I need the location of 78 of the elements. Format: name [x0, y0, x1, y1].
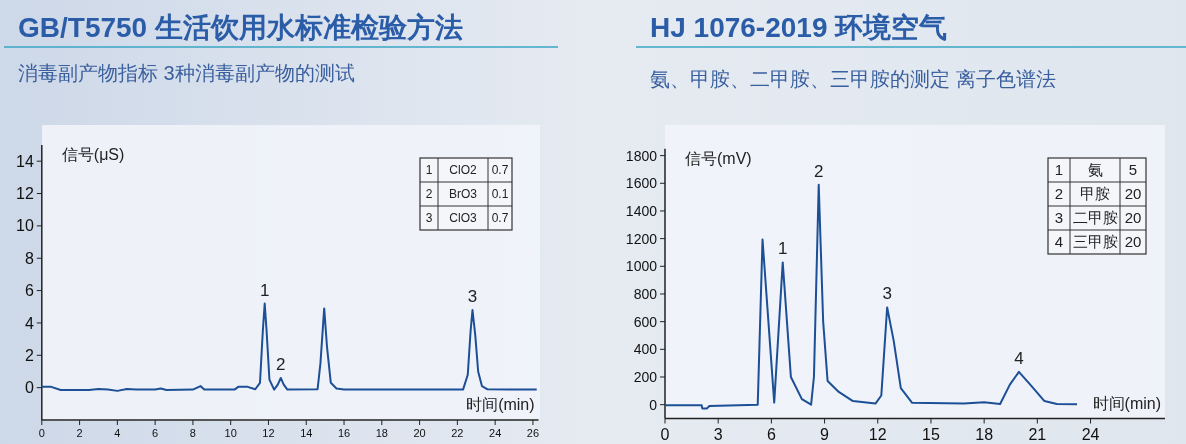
chart-title: GB/T5750 生活饮用水标准检验方法: [18, 12, 463, 43]
chart-title: HJ 1076-2019 环境空气: [650, 12, 948, 43]
annotation: 3: [467, 287, 478, 306]
y-tick-label: 1200: [625, 230, 658, 247]
x-tick-label: 0: [660, 425, 670, 443]
annotation: 5: [1128, 161, 1138, 179]
y-tick-label: 12: [16, 185, 34, 203]
y-tick-label: 10: [16, 217, 34, 235]
x-tick-label: 18: [375, 427, 388, 439]
annotation: 4: [1054, 233, 1064, 251]
x-tick-label: 22: [451, 427, 464, 439]
annotation: 2: [1054, 185, 1064, 203]
x-tick-label: 10: [224, 427, 237, 439]
annotation: 4: [1014, 348, 1024, 368]
y-tick-label: 0: [24, 379, 34, 397]
y-axis-title: 信号(mV): [685, 149, 752, 167]
annotation: 三甲胺: [1072, 233, 1118, 251]
x-tick-label: 2: [76, 427, 83, 439]
annotation: 2: [425, 187, 433, 202]
annotation: 3: [882, 284, 892, 304]
annotation: 甲胺: [1080, 185, 1110, 203]
annotation: 1: [425, 163, 433, 178]
x-tick-label: 20: [413, 427, 426, 439]
y-tick-label: 8: [24, 249, 34, 267]
y-tick-label: 2: [24, 346, 34, 364]
annotation: 氨: [1087, 161, 1103, 179]
y-tick-label: 600: [633, 313, 658, 330]
x-tick-label: 24: [1081, 425, 1100, 443]
annotation: 0.7: [491, 163, 509, 178]
x-axis-title: 时间(min): [1092, 394, 1161, 412]
y-tick-label: 14: [16, 152, 34, 170]
x-tick-label: 4: [114, 427, 121, 439]
x-tick-label: 18: [975, 425, 994, 443]
chart-subtitle: 氨、甲胺、二甲胺、三甲胺的测定 离子色谱法: [650, 68, 1056, 90]
annotation: 20: [1124, 209, 1142, 227]
line-series: [40, 302, 538, 392]
x-tick-label: 24: [489, 427, 502, 439]
y-tick-label: 6: [24, 282, 34, 300]
x-tick-label: 9: [820, 425, 830, 443]
x-tick-label: 15: [922, 425, 940, 443]
annotation: 1: [259, 280, 270, 300]
chart-subtitle: 消毒副产物指标 3种消毒副产物的测试: [18, 62, 355, 84]
annotation: 20: [1124, 185, 1142, 203]
x-tick-label: 12: [868, 425, 887, 443]
x-tick-label: 3: [713, 425, 723, 443]
annotation: 2: [813, 161, 824, 181]
x-tick-label: 12: [262, 427, 275, 439]
y-axis-title: 信号(μS): [61, 146, 125, 163]
annotation: 二甲胺: [1072, 209, 1118, 227]
annotation: 1: [1054, 161, 1064, 179]
x-tick-label: 14: [300, 427, 313, 439]
y-tick-label: 1000: [625, 258, 658, 275]
annotation: 3: [1054, 209, 1064, 227]
y-tick-label: 400: [633, 341, 658, 358]
x-tick-label: 21: [1028, 425, 1047, 443]
annotation: ClO2: [449, 163, 477, 178]
annotation: ClO3: [449, 211, 477, 226]
y-tick-label: 1400: [625, 202, 658, 219]
x-tick-label: 0: [38, 427, 45, 439]
annotation: 2: [276, 354, 286, 374]
y-tick-label: 4: [24, 314, 34, 332]
x-tick-label: 16: [337, 427, 351, 439]
x-tick-label: 6: [152, 427, 159, 439]
annotation: 1: [778, 239, 788, 259]
x-tick-label: 6: [766, 425, 776, 443]
y-tick-label: 200: [633, 368, 658, 385]
y-tick-label: 0: [649, 396, 658, 413]
annotation: 0.1: [491, 187, 509, 202]
annotation: BrO3: [448, 187, 478, 202]
x-tick-label: 8: [189, 427, 196, 439]
annotation: 0.7: [491, 211, 509, 226]
x-axis-title: 时间(min): [466, 396, 535, 413]
annotation: 3: [425, 211, 433, 226]
y-tick-label: 1600: [625, 175, 658, 192]
y-tick-label: 1800: [625, 147, 658, 164]
x-tick-label: 26: [526, 427, 540, 439]
y-tick-label: 800: [633, 285, 658, 302]
annotation: 20: [1124, 233, 1142, 251]
